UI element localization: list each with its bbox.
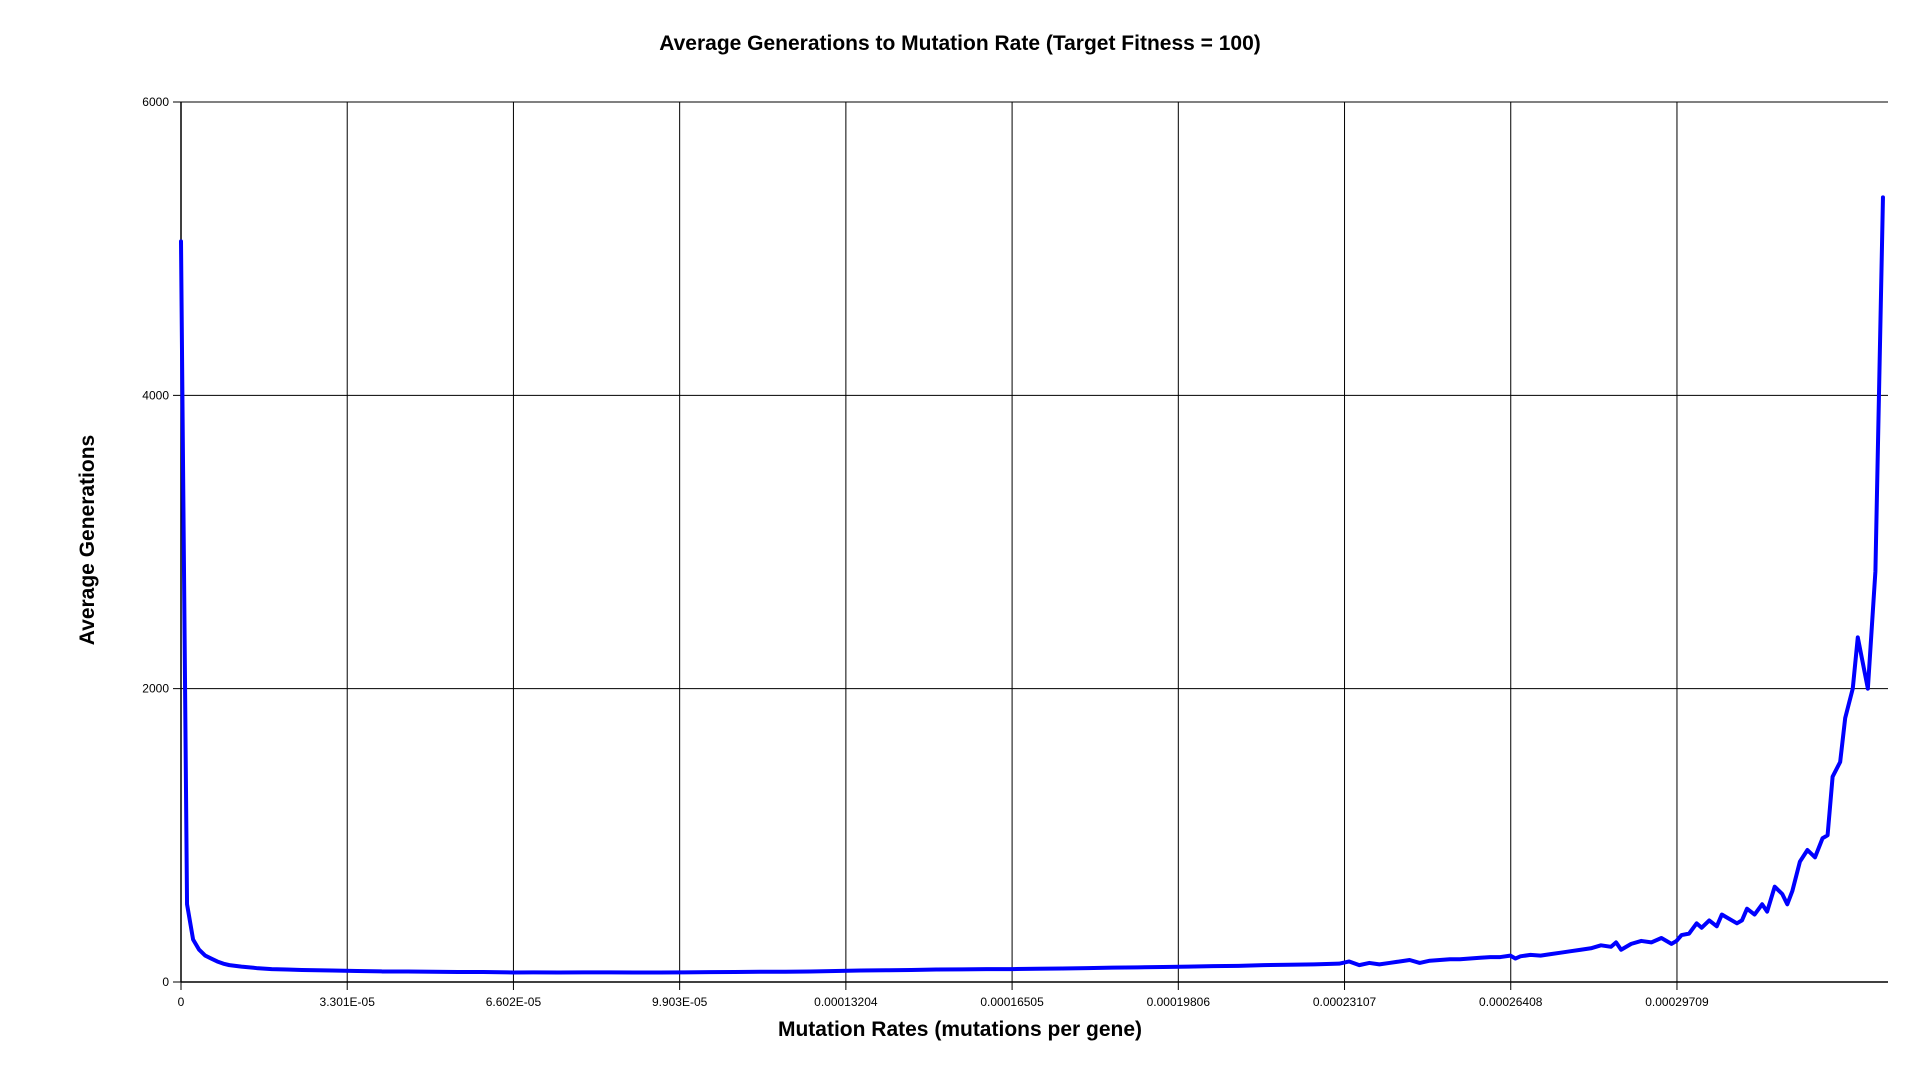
- series-line: [179, 195, 1885, 975]
- x-tick-label: 3.301E-05: [320, 995, 376, 1009]
- x-tick-label: 9.903E-05: [652, 995, 708, 1009]
- axis-layer: [180, 102, 1888, 983]
- x-tick-label: 0.00013204: [814, 995, 878, 1009]
- series-layer: [179, 195, 1885, 975]
- x-tick-label: 0.00019806: [1147, 995, 1211, 1009]
- x-tick-label: 0.00026408: [1479, 995, 1543, 1009]
- x-tick-label: 0.00023107: [1313, 995, 1377, 1009]
- x-axis-label: Mutation Rates (mutations per gene): [777, 1018, 1143, 1041]
- tick-layer: 0 2000 4000 6000 0 3.301E-05 6.602E-05 9.903E-0…: [142, 95, 1709, 1009]
- y-tick-label: 6000: [142, 95, 169, 109]
- chart-title: Average Generations to Mutation Rate (Ta…: [659, 32, 1261, 55]
- y-tick-label: 4000: [142, 388, 169, 402]
- y-tick-label: 0: [162, 975, 169, 989]
- x-tick-label: 0.00029709: [1645, 995, 1709, 1009]
- grid-layer: [173, 101, 1888, 990]
- y-tick-label: 2000: [142, 682, 169, 696]
- x-tick-label: 0: [178, 995, 185, 1009]
- x-tick-label: 0.00016505: [980, 995, 1044, 1009]
- x-tick-label: 6.602E-05: [486, 995, 542, 1009]
